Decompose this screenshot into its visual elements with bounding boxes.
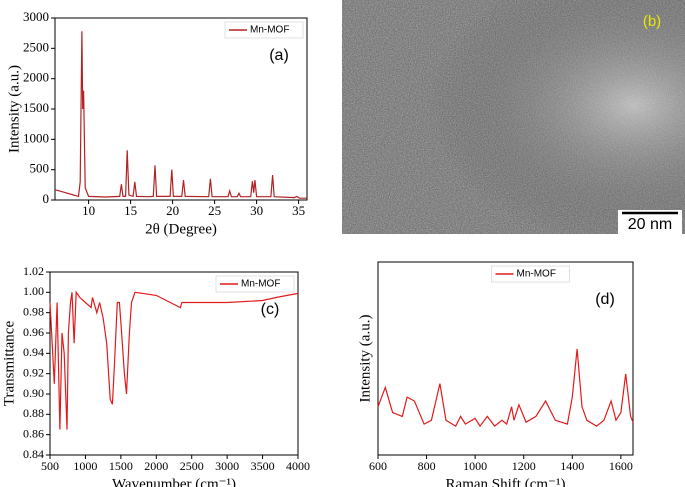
y-axis-label: Intensity (a.u.) [357, 315, 373, 403]
y-tick-label: 0.96 [23, 325, 44, 339]
x-tick-label: 3500 [251, 459, 275, 473]
panel-label: (c) [261, 301, 280, 318]
x-tick-label: 2000 [144, 459, 168, 473]
legend-box [224, 21, 304, 39]
legend-label: Mn-MOF [517, 269, 556, 280]
y-tick-label: 2000 [23, 70, 49, 85]
x-tick-label: 800 [418, 459, 436, 473]
panel-label: (a) [269, 47, 289, 64]
y-tick-label: 1.02 [23, 264, 44, 278]
legend-box [491, 265, 570, 283]
x-tick-label: 1000 [463, 459, 487, 473]
y-tick-label: 0.98 [23, 304, 44, 318]
x-tick-label: 1200 [512, 459, 536, 473]
x-axis-label: 2θ (Degree) [145, 221, 217, 237]
y-tick-label: 2500 [23, 39, 49, 54]
x-tick-label: 15 [124, 203, 137, 218]
x-tick-label: 35 [292, 203, 305, 218]
y-tick-label: 0.94 [23, 345, 44, 359]
panel-label: (b) [643, 13, 661, 30]
x-tick-label: 2500 [180, 459, 204, 473]
plot-frame [377, 261, 634, 456]
x-tick-label: 30 [250, 203, 263, 218]
x-tick-label: 25 [208, 203, 221, 218]
x-tick-label: 10 [82, 203, 95, 218]
panel-label: (d) [595, 291, 615, 308]
x-tick-label: 3000 [215, 459, 239, 473]
x-tick-label: 1500 [109, 459, 133, 473]
x-tick-label: 1600 [609, 459, 633, 473]
data-line [54, 31, 307, 199]
x-tick-label: 600 [369, 459, 387, 473]
y-tick-label: 0 [43, 191, 50, 206]
x-tick-label: 500 [41, 459, 59, 473]
legend-label: Mn-MOF [241, 279, 280, 290]
y-axis-label: Intensity (a.u.) [6, 65, 22, 153]
x-tick-label: 4000 [286, 459, 310, 473]
data-line [377, 348, 634, 428]
y-tick-label: 0.88 [23, 406, 44, 420]
plot-frame [49, 271, 299, 456]
y-tick-label: 1.00 [23, 284, 44, 298]
y-tick-label: 1000 [23, 130, 49, 145]
y-tick-label: 1500 [23, 100, 49, 115]
scale-bar-label: 20 nm [628, 216, 672, 233]
data-line [49, 290, 299, 430]
y-tick-label: 0.92 [23, 365, 44, 379]
y-tick-label: 3000 [23, 9, 49, 24]
y-tick-label: 500 [30, 161, 50, 176]
legend-label: Mn-MOF [250, 25, 289, 36]
tem-glow [342, 0, 685, 234]
x-tick-label: 1400 [560, 459, 584, 473]
x-axis-label: Raman Shift (cm⁻¹) [446, 476, 566, 487]
x-tick-label: 1000 [73, 459, 97, 473]
y-tick-label: 0.84 [23, 447, 44, 461]
y-tick-label: 0.90 [23, 386, 44, 400]
x-axis-label: Wavenumber (cm⁻¹) [112, 476, 236, 487]
legend-box [215, 275, 295, 293]
y-tick-label: 0.86 [23, 426, 44, 440]
x-tick-label: 20 [166, 203, 179, 218]
y-axis-label: Transmittance [1, 321, 17, 407]
plot-frame [54, 17, 308, 201]
